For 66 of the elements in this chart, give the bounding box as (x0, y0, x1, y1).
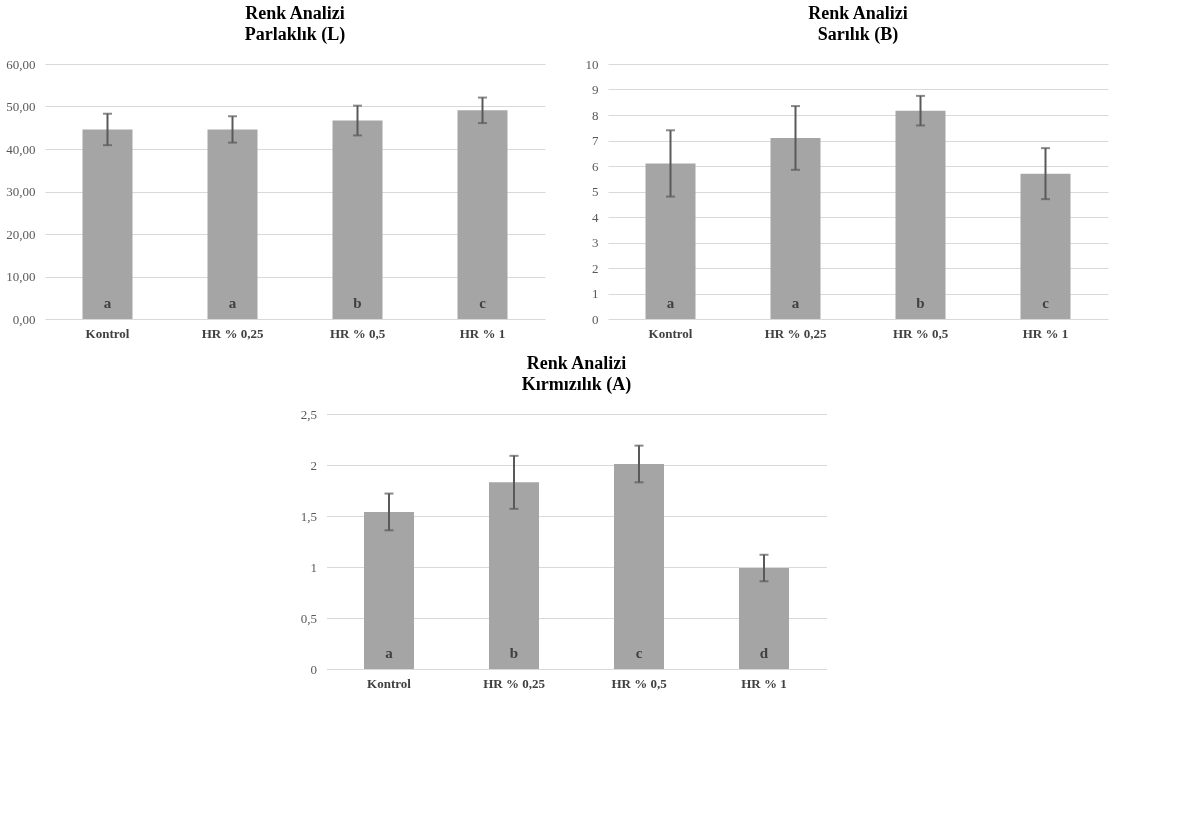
x-tick-label: HR % 1 (1022, 325, 1069, 341)
bar (1020, 173, 1071, 319)
y-tick-label: 1 (310, 559, 317, 575)
annotation: b (353, 295, 362, 311)
x-tick-label: HR % 0,25 (483, 675, 546, 691)
annotation: d (759, 645, 769, 661)
y-tick-label: 4 (592, 209, 599, 225)
bar (332, 120, 383, 319)
x-tick-label: HR % 0,5 (611, 675, 668, 691)
x-tick-label: Kontrol (85, 325, 130, 341)
annotation: a (103, 295, 112, 311)
x-tick-label: HR % 1 (459, 325, 506, 341)
y-tick-label: 30,00 (6, 184, 36, 199)
bar (489, 482, 539, 669)
chart-title: Renk Analizi (808, 3, 908, 23)
y-tick-label: 9 (592, 82, 599, 97)
x-tick-label: HR % 0,25 (764, 325, 827, 341)
annotation: c (1042, 295, 1050, 311)
chart-subtitle: Sarılık (B) (817, 24, 899, 45)
annotation: b (916, 295, 925, 311)
bar (645, 163, 696, 319)
y-tick-label: 40,00 (6, 141, 36, 157)
y-tick-label: 0,5 (300, 610, 317, 626)
annotation: c (479, 295, 487, 311)
y-tick-label: 0 (310, 661, 317, 677)
y-tick-label: 2,5 (300, 406, 317, 422)
bar (207, 129, 258, 319)
x-tick-label: HR % 0,5 (329, 325, 386, 341)
y-tick-label: 5 (592, 184, 599, 199)
annotation: a (385, 645, 394, 661)
y-tick-label: 1 (592, 286, 599, 301)
bar (895, 110, 946, 319)
annotation: c (635, 645, 643, 661)
y-tick-label: 2 (592, 260, 599, 276)
annotation: a (666, 295, 675, 311)
x-tick-label: Kontrol (648, 325, 693, 341)
y-tick-label: 6 (592, 158, 599, 174)
y-tick-label: 0 (592, 311, 599, 327)
y-tick-label: 10,00 (6, 269, 36, 284)
y-tick-label: 0,00 (12, 311, 36, 327)
x-tick-label: HR % 1 (741, 675, 787, 691)
y-tick-label: 7 (592, 133, 599, 148)
y-tick-label: 50,00 (6, 99, 36, 114)
y-tick-label: 3 (592, 235, 599, 250)
chart-title: Renk Analizi (526, 353, 627, 373)
annotation: b (509, 645, 519, 661)
bar (364, 511, 414, 669)
chart-subtitle: Parlaklık (L) (244, 24, 346, 45)
bar (770, 137, 821, 319)
y-tick-label: 8 (592, 107, 599, 123)
bar (739, 568, 789, 669)
x-tick-label: HR % 0,5 (892, 325, 949, 341)
y-tick-label: 1,5 (300, 508, 317, 524)
chart-subtitle: Kırmızılık (A) (521, 374, 632, 395)
y-tick-label: 20,00 (6, 226, 36, 242)
annotation: a (791, 295, 800, 311)
annotation: a (228, 295, 237, 311)
y-tick-label: 10 (585, 56, 599, 72)
bar (614, 463, 664, 669)
x-tick-label: HR % 0,25 (201, 325, 264, 341)
y-tick-label: 60,00 (6, 56, 36, 72)
y-tick-label: 2 (310, 457, 317, 473)
chart-title: Renk Analizi (245, 3, 345, 23)
bar (457, 110, 508, 319)
bar (82, 129, 133, 319)
x-tick-label: Kontrol (367, 675, 412, 691)
